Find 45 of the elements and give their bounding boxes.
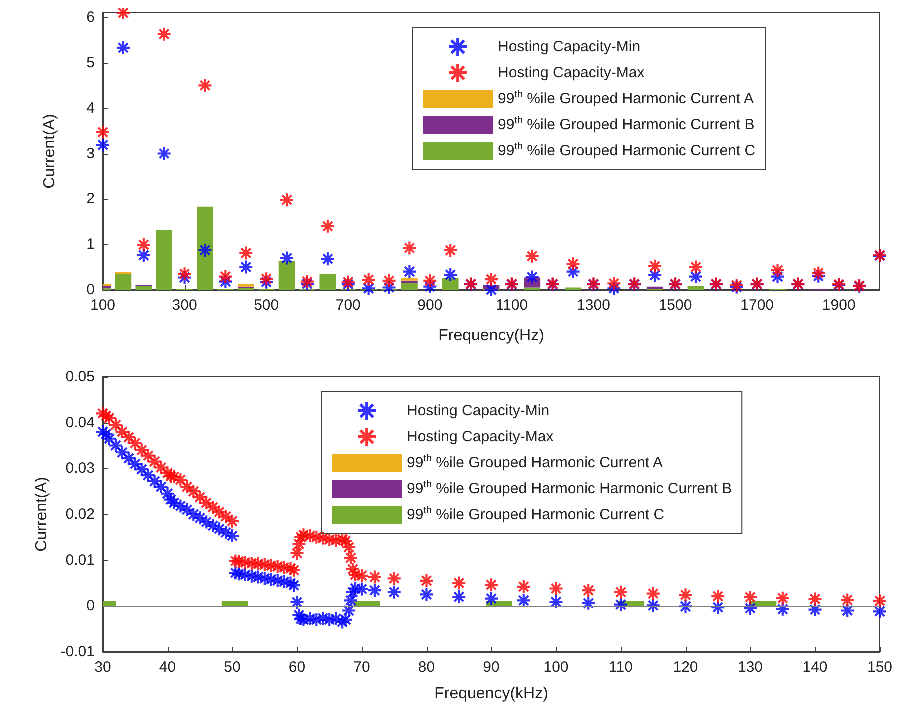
x-tick-label: 140 <box>802 659 828 676</box>
x-tick-label: 70 <box>354 659 370 676</box>
x-tick-label: 1300 <box>577 297 610 314</box>
x-tick-label: 50 <box>224 659 241 676</box>
x-tick-label: 60 <box>288 659 306 676</box>
x-tick-label: 80 <box>418 659 436 676</box>
y-tick-label: 5 <box>86 54 95 72</box>
y-tick-label: 1 <box>86 236 95 254</box>
x-tick-label: 90 <box>483 659 500 676</box>
y-axis-title: Current(A) <box>33 477 50 552</box>
y-tick-label: 6 <box>86 9 95 26</box>
x-tick-label: 1100 <box>496 297 528 314</box>
x-tick-label: 120 <box>673 659 698 676</box>
y-tick-label: 0 <box>86 598 95 615</box>
x-axis-title: Frequency(kHz) <box>434 686 548 702</box>
y-axis-title: Current(A) <box>42 114 58 189</box>
x-tick-label: 130 <box>738 659 764 676</box>
legend-label: Hosting Capacity-Min <box>498 38 641 56</box>
y-tick-label: 0.03 <box>66 460 95 478</box>
y-tick-label: 2 <box>86 190 95 208</box>
y-tick-label: 0.04 <box>66 414 95 432</box>
y-tick-label: 0.02 <box>66 506 95 523</box>
legend-label: Hosting Capacity-Max <box>407 428 554 446</box>
x-tick-label: 100 <box>544 659 569 676</box>
legend-label: Hosting Capacity-Max <box>498 64 646 82</box>
x-tick-label: 150 <box>867 659 893 676</box>
x-tick-label: 300 <box>172 297 198 314</box>
y-tick-label: 4 <box>86 100 95 117</box>
x-tick-label: 110 <box>609 659 633 676</box>
x-tick-label: 40 <box>159 659 176 676</box>
y-tick-label: 3 <box>86 145 95 162</box>
y-tick-label: 0.05 <box>66 368 95 386</box>
x-tick-label: 900 <box>418 297 443 314</box>
legend-label: Hosting Capacity-Min <box>407 402 550 420</box>
x-tick-label: 700 <box>336 297 361 314</box>
x-tick-label: 1900 <box>822 297 856 314</box>
x-tick-label: 500 <box>254 297 280 314</box>
y-tick-label: 0.01 <box>66 552 95 569</box>
x-tick-label: 100 <box>90 297 116 314</box>
x-tick-label: 1500 <box>658 297 692 314</box>
x-axis-title: Frequency(Hz) <box>438 328 544 344</box>
y-tick-label: 0 <box>86 282 95 298</box>
x-tick-label: 30 <box>94 659 112 676</box>
x-tick-label: 1700 <box>740 297 774 314</box>
y-tick-label: -0.01 <box>60 644 95 660</box>
